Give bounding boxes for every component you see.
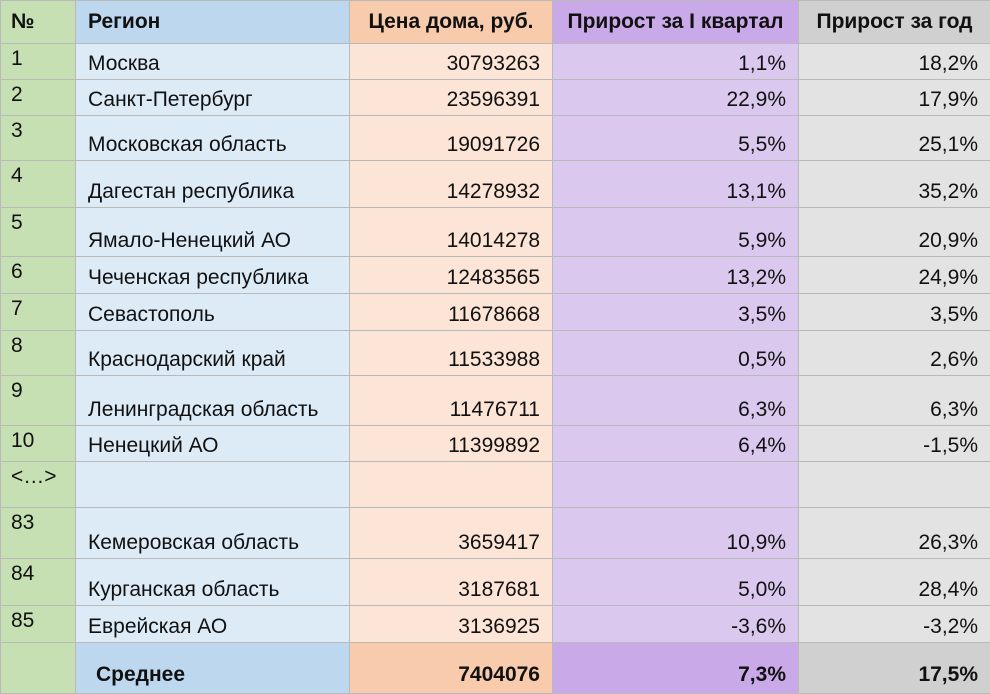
row-num: 9: [1, 376, 76, 426]
header-quarter-growth: Прирост за I квартал: [553, 1, 799, 44]
table-row: 83 Кемеровская область 3659417 10,9% 26,…: [1, 508, 990, 559]
row-region: Севастополь: [76, 294, 350, 331]
row-region: Московская область: [76, 116, 350, 161]
table-row: 9 Ленинградская область 11476711 6,3% 6,…: [1, 376, 990, 426]
table-row: 85 Еврейская АО 3136925 -3,6% -3,2%: [1, 606, 990, 643]
row-year-growth: 17,9%: [799, 80, 990, 116]
row-year-growth: 2,6%: [799, 331, 990, 376]
table-row: 7 Севастополь 11678668 3,5% 3,5%: [1, 294, 990, 331]
row-year-growth: 28,4%: [799, 559, 990, 606]
table-row: 5 Ямало-Ненецкий АО 14014278 5,9% 20,9%: [1, 208, 990, 257]
row-year-growth: 18,2%: [799, 44, 990, 80]
row-num: <…>: [1, 462, 76, 508]
row-region: Чеченская республика: [76, 257, 350, 294]
row-price: 11533988: [350, 331, 553, 376]
row-year-growth: -1,5%: [799, 426, 990, 462]
table-row: 10 Ненецкий АО 11399892 6,4% -1,5%: [1, 426, 990, 462]
row-num: 8: [1, 331, 76, 376]
average-num: [1, 643, 76, 694]
table-row: 2 Санкт-Петербург 23596391 22,9% 17,9%: [1, 80, 990, 116]
row-region: Кемеровская область: [76, 508, 350, 559]
row-price: 11399892: [350, 426, 553, 462]
row-region: Санкт-Петербург: [76, 80, 350, 116]
row-year-growth: 35,2%: [799, 161, 990, 208]
row-num: 85: [1, 606, 76, 643]
header-num: №: [1, 1, 76, 44]
header-price: Цена дома, руб.: [350, 1, 553, 44]
row-region: Курганская область: [76, 559, 350, 606]
row-region: Краснодарский край: [76, 331, 350, 376]
row-num: 1: [1, 44, 76, 80]
row-quarter-growth: 13,2%: [553, 257, 799, 294]
table-row-ellipsis: <…>: [1, 462, 990, 508]
row-quarter-growth: 6,4%: [553, 426, 799, 462]
row-region: [76, 462, 350, 508]
row-year-growth: [799, 462, 990, 508]
row-quarter-growth: 3,5%: [553, 294, 799, 331]
row-quarter-growth: [553, 462, 799, 508]
row-quarter-growth: 5,5%: [553, 116, 799, 161]
row-quarter-growth: -3,6%: [553, 606, 799, 643]
row-region: Москва: [76, 44, 350, 80]
average-row: Среднее 7404076 7,3% 17,5%: [1, 643, 990, 694]
row-year-growth: 6,3%: [799, 376, 990, 426]
row-price: 3659417: [350, 508, 553, 559]
table-row: 1 Москва 30793263 1,1% 18,2%: [1, 44, 990, 80]
row-price: 19091726: [350, 116, 553, 161]
row-quarter-growth: 6,3%: [553, 376, 799, 426]
row-price: 30793263: [350, 44, 553, 80]
row-price: [350, 462, 553, 508]
row-price: 11476711: [350, 376, 553, 426]
row-year-growth: 26,3%: [799, 508, 990, 559]
average-price: 7404076: [350, 643, 553, 694]
row-price: 14014278: [350, 208, 553, 257]
row-price: 3187681: [350, 559, 553, 606]
row-region: Ненецкий АО: [76, 426, 350, 462]
row-quarter-growth: 22,9%: [553, 80, 799, 116]
average-quarter-growth: 7,3%: [553, 643, 799, 694]
table-row: 8 Краснодарский край 11533988 0,5% 2,6%: [1, 331, 990, 376]
row-year-growth: 25,1%: [799, 116, 990, 161]
table-row: 4 Дагестан республика 14278932 13,1% 35,…: [1, 161, 990, 208]
row-region: Еврейская АО: [76, 606, 350, 643]
row-region: Ленинградская область: [76, 376, 350, 426]
row-quarter-growth: 0,5%: [553, 331, 799, 376]
row-quarter-growth: 5,9%: [553, 208, 799, 257]
row-region: Ямало-Ненецкий АО: [76, 208, 350, 257]
row-price: 3136925: [350, 606, 553, 643]
row-price: 23596391: [350, 80, 553, 116]
row-quarter-growth: 10,9%: [553, 508, 799, 559]
header-row: № Регион Цена дома, руб. Прирост за I кв…: [1, 1, 990, 44]
table-row: 84 Курганская область 3187681 5,0% 28,4%: [1, 559, 990, 606]
header-year-growth: Прирост за год: [799, 1, 990, 44]
row-num: 84: [1, 559, 76, 606]
row-year-growth: 20,9%: [799, 208, 990, 257]
table-row: 3 Московская область 19091726 5,5% 25,1%: [1, 116, 990, 161]
row-price: 11678668: [350, 294, 553, 331]
average-label: Среднее: [76, 643, 350, 694]
row-price: 12483565: [350, 257, 553, 294]
table-row: 6 Чеченская республика 12483565 13,2% 24…: [1, 257, 990, 294]
row-num: 5: [1, 208, 76, 257]
row-num: 4: [1, 161, 76, 208]
row-price: 14278932: [350, 161, 553, 208]
row-num: 2: [1, 80, 76, 116]
row-quarter-growth: 5,0%: [553, 559, 799, 606]
row-num: 3: [1, 116, 76, 161]
row-year-growth: 24,9%: [799, 257, 990, 294]
average-year-growth: 17,5%: [799, 643, 990, 694]
row-year-growth: 3,5%: [799, 294, 990, 331]
row-num: 6: [1, 257, 76, 294]
header-region: Регион: [76, 1, 350, 44]
row-year-growth: -3,2%: [799, 606, 990, 643]
row-quarter-growth: 13,1%: [553, 161, 799, 208]
row-quarter-growth: 1,1%: [553, 44, 799, 80]
row-num: 7: [1, 294, 76, 331]
row-num: 10: [1, 426, 76, 462]
row-region: Дагестан республика: [76, 161, 350, 208]
row-num: 83: [1, 508, 76, 559]
